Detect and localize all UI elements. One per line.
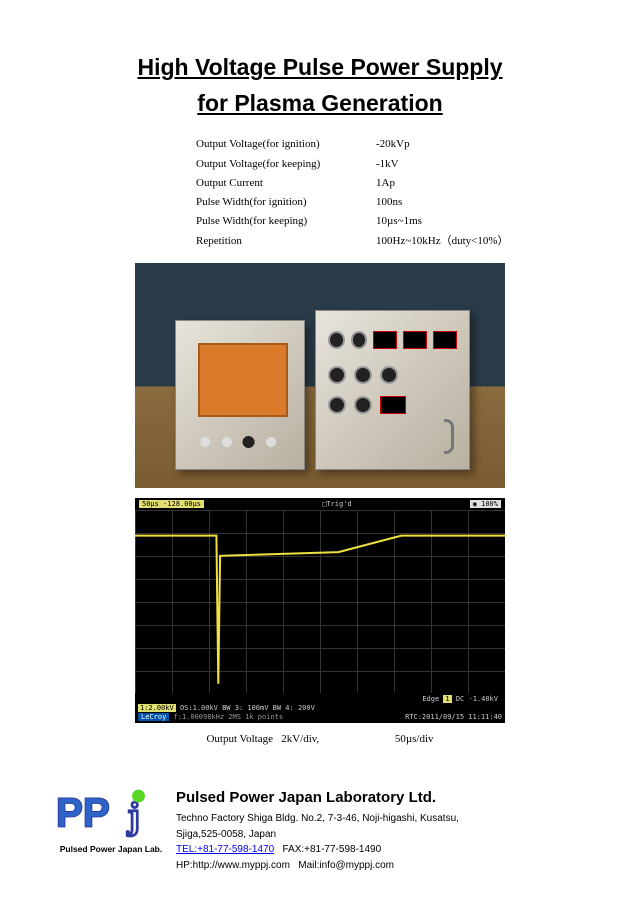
company-block: Pulsed Power Japan Laboratory Ltd. Techn…	[176, 786, 459, 873]
spec-label: Output Current	[196, 174, 376, 193]
company-name: Pulsed Power Japan Laboratory Ltd.	[176, 786, 459, 809]
scope-trigger-status: □Trig'd	[322, 500, 352, 508]
power-supply-unit-right	[315, 310, 470, 470]
spec-label: Repetition	[196, 232, 376, 251]
scope-sweep: f:1.00098kHz 2MS 1k points	[174, 713, 284, 721]
footer: PP j Pulsed Power Japan Lab. Pulsed Powe…	[56, 786, 600, 873]
fax-text: FAX:+81-77-598-1490	[282, 844, 381, 855]
scope-ch1: 1:2.00kV	[138, 704, 176, 712]
scope-timebase: 50µs -128.00µs	[139, 500, 204, 508]
scope-bottombar: Edge 1 DC -1.40kV 1:2.00kV OS:1.00kV BW …	[135, 693, 505, 723]
spec-row: Pulse Width(for keeping)10µs~1ms	[196, 212, 584, 231]
scope-edge-val: DC -1.40kV	[456, 695, 498, 703]
scope-trace	[135, 510, 505, 693]
title-line-1: High Voltage Pulse Power Supply	[56, 50, 584, 86]
spec-row: Output Voltage(for keeping)-1kV	[196, 155, 584, 174]
spec-row: Pulse Width(for ignition)100ns	[196, 193, 584, 212]
svg-text:PP: PP	[56, 789, 110, 835]
caption-prefix: Output Voltage	[206, 733, 273, 745]
tel-link[interactable]: TEL:+81-77-598-1470	[176, 844, 274, 855]
scope-topbar: 50µs -128.00µs □Trig'd ◉ 100%	[135, 498, 505, 510]
scope-ch-blob: OS:1.00kV BW 3: 100mV BW 4: 200V	[180, 704, 315, 712]
scope-rtc: RTC:2011/09/15 11:11:40	[405, 713, 502, 722]
spec-table: Output Voltage(for ignition)-20kVp Outpu…	[196, 135, 584, 251]
scope-hold: ◉ 100%	[470, 500, 501, 508]
spec-value: -20kVp	[376, 135, 410, 154]
company-address-2: Sjiga,525-0058, Japan	[176, 827, 459, 843]
spec-label: Output Voltage(for ignition)	[196, 135, 376, 154]
spec-row: Output Current1Ap	[196, 174, 584, 193]
scope-brand: LeCroy	[138, 713, 169, 721]
spec-label: Pulse Width(for ignition)	[196, 193, 376, 212]
caption-tscale: 50µs/div	[395, 733, 434, 745]
spec-label: Pulse Width(for keeping)	[196, 212, 376, 231]
spec-value: 1Ap	[376, 174, 395, 193]
power-supply-unit-left	[175, 320, 305, 470]
scope-edge-ch: 1	[443, 695, 451, 703]
scope-caption: Output Voltage 2kV/div, 50µs/div	[56, 733, 584, 745]
page-title: High Voltage Pulse Power Supply for Plas…	[56, 50, 584, 121]
spec-value: 10µs~1ms	[376, 212, 422, 231]
company-address-1: Techno Factory Shiga Bldg. No.2, 7-3-46,…	[176, 811, 459, 827]
spec-label: Output Voltage(for keeping)	[196, 155, 376, 174]
mail-text: Mail:info@myppj.com	[298, 860, 394, 871]
scope-edge-label: Edge	[422, 695, 439, 703]
company-logo: PP j Pulsed Power Japan Lab.	[56, 786, 166, 854]
equipment-photo	[135, 263, 505, 488]
spec-value: 100ns	[376, 193, 402, 212]
logo-caption: Pulsed Power Japan Lab.	[56, 844, 166, 854]
caption-vscale: 2kV/div,	[281, 733, 319, 745]
spec-value: 100Hz~10kHz（duty<10%）	[376, 232, 509, 251]
oscilloscope-screenshot: 50µs -128.00µs □Trig'd ◉ 100% Edge 1 DC …	[135, 498, 505, 723]
spec-row: Repetition100Hz~10kHz（duty<10%）	[196, 232, 584, 251]
title-line-2: for Plasma Generation	[56, 86, 584, 122]
spec-row: Output Voltage(for ignition)-20kVp	[196, 135, 584, 154]
spec-value: -1kV	[376, 155, 399, 174]
hp-text: HP:http://www.myppj.com	[176, 860, 290, 871]
